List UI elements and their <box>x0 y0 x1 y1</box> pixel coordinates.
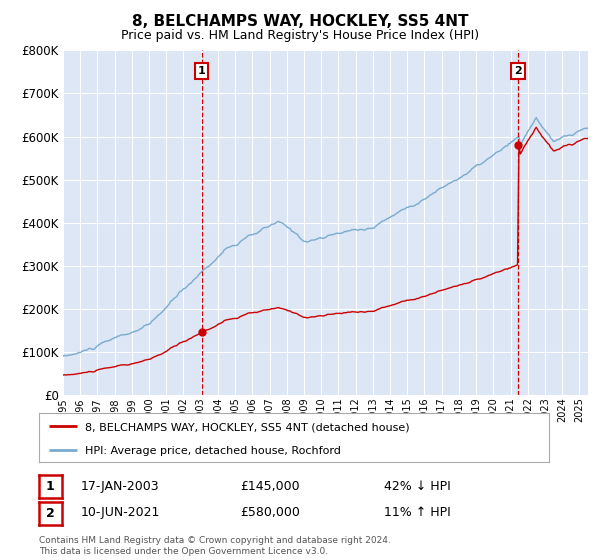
Text: 2: 2 <box>514 66 522 76</box>
Text: 2: 2 <box>46 507 55 520</box>
Text: £145,000: £145,000 <box>240 479 299 493</box>
Text: HPI: Average price, detached house, Rochford: HPI: Average price, detached house, Roch… <box>85 446 341 456</box>
Text: 10-JUN-2021: 10-JUN-2021 <box>81 506 160 520</box>
Text: 8, BELCHAMPS WAY, HOCKLEY, SS5 4NT: 8, BELCHAMPS WAY, HOCKLEY, SS5 4NT <box>132 14 468 29</box>
Text: 1: 1 <box>46 480 55 493</box>
Text: 11% ↑ HPI: 11% ↑ HPI <box>384 506 451 520</box>
Text: 42% ↓ HPI: 42% ↓ HPI <box>384 479 451 493</box>
Text: 8, BELCHAMPS WAY, HOCKLEY, SS5 4NT (detached house): 8, BELCHAMPS WAY, HOCKLEY, SS5 4NT (deta… <box>85 422 410 432</box>
Text: Price paid vs. HM Land Registry's House Price Index (HPI): Price paid vs. HM Land Registry's House … <box>121 29 479 42</box>
Text: Contains HM Land Registry data © Crown copyright and database right 2024.
This d: Contains HM Land Registry data © Crown c… <box>39 536 391 556</box>
Text: 17-JAN-2003: 17-JAN-2003 <box>81 479 160 493</box>
Text: £580,000: £580,000 <box>240 506 300 520</box>
Text: 1: 1 <box>197 66 205 76</box>
